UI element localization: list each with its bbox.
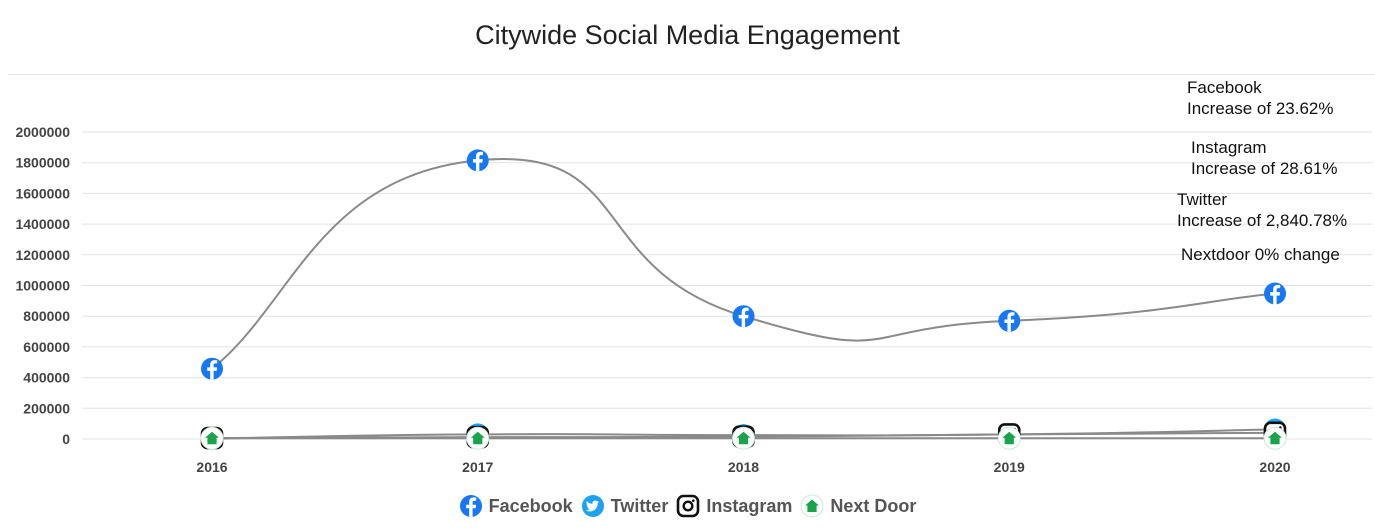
x-tick-label: 2017 bbox=[462, 459, 493, 475]
data-point-next-door[interactable] bbox=[997, 426, 1021, 450]
legend-label-twitter: Twitter bbox=[610, 495, 669, 516]
facebook-icon bbox=[459, 495, 482, 517]
legend-item-nextdoor[interactable]: Next Door bbox=[800, 494, 916, 518]
y-tick-label: 1000000 bbox=[15, 278, 70, 294]
legend-item-twitter[interactable]: Twitter bbox=[581, 494, 669, 518]
annotation-nextdoor-title: Nextdoor 0% change bbox=[1181, 245, 1340, 264]
data-point-next-door[interactable] bbox=[466, 426, 490, 450]
legend-label-instagram: Instagram bbox=[706, 495, 793, 516]
annotation-twitter: Twitter Increase of 2,840.78% bbox=[1177, 189, 1347, 231]
legend-item-instagram[interactable]: Instagram bbox=[676, 494, 792, 518]
annotation-instagram-change: Increase of 28.61% bbox=[1191, 159, 1338, 178]
data-point-next-door[interactable] bbox=[1263, 426, 1287, 450]
legend-item-facebook[interactable]: Facebook bbox=[459, 494, 573, 518]
data-point-facebook[interactable] bbox=[732, 305, 755, 328]
x-tick-label: 2018 bbox=[728, 459, 759, 475]
y-tick-label: 1200000 bbox=[15, 247, 70, 263]
line-chart: 0 200000 400000 600000 800000 1000000 1200000 1… bbox=[15, 124, 1372, 475]
chart-title: Citywide Social Media Engagement bbox=[475, 20, 900, 50]
data-point-next-door[interactable] bbox=[732, 426, 755, 450]
data-point-facebook[interactable] bbox=[201, 357, 223, 380]
annotation-facebook-change: Increase of 23.62% bbox=[1187, 99, 1334, 118]
y-tick-label: 800000 bbox=[23, 308, 70, 324]
legend-label-facebook: Facebook bbox=[488, 495, 573, 516]
data-point-facebook[interactable] bbox=[466, 149, 489, 172]
data-point-next-door[interactable] bbox=[200, 426, 224, 450]
y-tick-label: 2000000 bbox=[15, 124, 70, 140]
x-tick-label: 2020 bbox=[1259, 459, 1290, 475]
chart-legend: Facebook Twitter Instagram Next Door bbox=[0, 494, 1375, 518]
annotation-instagram-title: Instagram bbox=[1191, 138, 1267, 157]
title-divider bbox=[8, 74, 1375, 75]
x-tick-label: 2016 bbox=[196, 459, 227, 475]
annotation-facebook-title: Facebook bbox=[1187, 78, 1262, 97]
y-tick-label: 200000 bbox=[23, 400, 70, 416]
y-tick-label: 1600000 bbox=[15, 185, 70, 201]
instagram-icon bbox=[677, 494, 700, 518]
annotation-nextdoor: Nextdoor 0% change bbox=[1181, 244, 1340, 265]
nextdoor-icon bbox=[800, 494, 824, 518]
annotation-instagram: Instagram Increase of 28.61% bbox=[1191, 137, 1337, 179]
annotation-twitter-title: Twitter bbox=[1177, 190, 1228, 209]
data-point-facebook[interactable] bbox=[1264, 282, 1286, 305]
data-point-facebook[interactable] bbox=[998, 309, 1021, 332]
legend-label-nextdoor: Next Door bbox=[830, 495, 917, 516]
y-tick-label: 600000 bbox=[23, 339, 70, 355]
x-tick-label: 2019 bbox=[994, 459, 1025, 475]
annotation-facebook: Facebook Increase of 23.62% bbox=[1187, 77, 1333, 119]
y-tick-label: 400000 bbox=[23, 370, 70, 386]
annotation-twitter-change: Increase of 2,840.78% bbox=[1177, 211, 1348, 230]
twitter-icon bbox=[581, 495, 604, 517]
series-line-facebook bbox=[211, 158, 1276, 370]
y-tick-label: 0 bbox=[62, 431, 70, 447]
y-tick-label: 1800000 bbox=[15, 155, 70, 171]
y-tick-label: 1400000 bbox=[15, 216, 70, 232]
